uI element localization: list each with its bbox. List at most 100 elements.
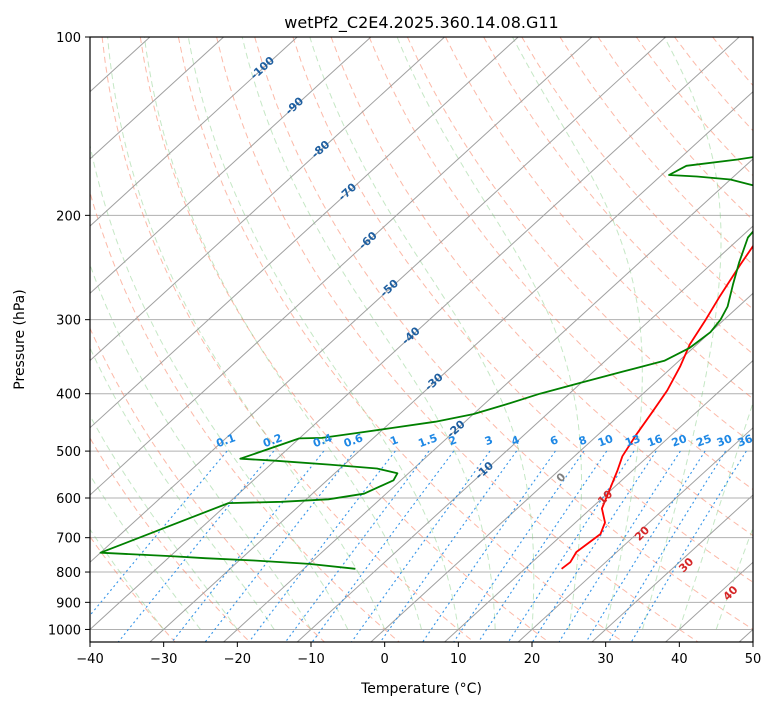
x-tick-label: −10 (297, 652, 324, 667)
mixing-ratio-line (558, 450, 681, 642)
isotherm-line (591, 494, 753, 642)
dry-adiabat (101, 37, 475, 642)
y-tick-label: 900 (56, 596, 81, 611)
mixing-ratio-label: 25 (694, 432, 713, 449)
reference-line-labels: -100-90-80-70-60-50-40-30-20-10 010203040… (214, 54, 753, 604)
mixing-ratio-label: 20 (670, 432, 689, 450)
dry-adiabat (90, 327, 325, 642)
dry-adiabat (139, 37, 549, 642)
mixing-ratio-label: 0.1 (214, 431, 237, 450)
isotherm-line (90, 37, 224, 160)
isotherm-line (370, 292, 753, 642)
mixing-ratio-label: 0.2 (261, 431, 284, 450)
mixing-ratio-line (171, 450, 325, 642)
mixing-ratio-label: 1.5 (416, 431, 439, 450)
y-tick-label: 800 (56, 566, 81, 581)
dry-adiabat (90, 436, 251, 642)
mixing-ratio-label: 8 (577, 433, 589, 448)
moist-adiabat (90, 263, 312, 630)
mixing-ratio-line (204, 450, 356, 642)
plot-frame (89, 36, 754, 643)
isotherm-line (296, 225, 753, 642)
mixing-ratio-label: 3 (483, 433, 495, 448)
isotherm-line (90, 37, 740, 631)
x-axis-label: Temperature (°C) (360, 681, 482, 697)
moist-adiabat (241, 37, 496, 630)
mixing-ratio-line (90, 450, 228, 617)
dry-adiabat (635, 37, 753, 177)
mixing-ratio-label: 0.6 (342, 431, 365, 450)
mixing-ratio-line (351, 450, 491, 642)
axes: −40 −30 −20 −10 0 10 20 30 40 5010020030040050060… (48, 31, 761, 667)
x-tick-label: 30 (597, 652, 614, 667)
mixing-ratio-line (630, 450, 747, 642)
mixing-ratio-line (248, 450, 396, 642)
moist-adiabat (90, 474, 201, 630)
mixing-ratio-line (507, 450, 635, 642)
y-tick-label: 500 (56, 445, 81, 460)
dry-adiabat (521, 37, 753, 310)
isotherm-line (90, 37, 519, 429)
moist-adiabat (90, 414, 238, 630)
moist-adiabat-label: 20 (632, 523, 652, 543)
dry-adiabat (674, 37, 753, 132)
isotherm-line (665, 561, 753, 642)
y-tick-label: 700 (56, 532, 81, 547)
dry-adiabat (712, 37, 753, 87)
dry-adiabat (597, 37, 753, 221)
mixing-ratio-line (117, 450, 275, 642)
dry-adiabat (559, 37, 753, 266)
chart-title: wetPf2_C2E4.2025.360.14.08.G11 (284, 13, 558, 33)
moist-adiabat (715, 526, 753, 630)
y-tick-label: 300 (56, 314, 81, 329)
mixing-ratio-line (453, 450, 585, 642)
y-tick-label: 600 (56, 492, 81, 507)
x-tick-label: 20 (524, 652, 541, 667)
mixing-ratio-label: 16 (646, 432, 665, 450)
isotherm-line (90, 37, 666, 563)
y-tick-label: 100 (56, 31, 81, 46)
moist-adiabat (678, 400, 753, 630)
moist-adiabat (143, 37, 422, 630)
mixing-ratio-line (379, 450, 518, 642)
y-tick-label: 400 (56, 388, 81, 403)
mixing-ratio-label: 4 (510, 433, 522, 448)
isotherm-line (517, 427, 753, 642)
mixing-ratio-label: 0.4 (311, 431, 334, 450)
moist-adiabat-label: 40 (721, 583, 741, 603)
moist-adiabat-label: 0 (554, 470, 569, 485)
mixing-ratio-line (608, 450, 727, 642)
isotherm-line (0, 37, 3, 642)
y-tick-label: 1000 (48, 623, 81, 638)
isotherm-label: -100 (248, 54, 277, 82)
mixing-ratio-line (478, 450, 608, 642)
isotherm-line (90, 37, 593, 496)
dry-adiabat (177, 37, 624, 642)
isotherm-line (90, 37, 372, 295)
x-tick-label: 10 (450, 652, 467, 667)
x-tick-label: 0 (381, 652, 389, 667)
isotherm-line (444, 359, 753, 642)
mixing-ratio-line (585, 450, 706, 642)
x-tick-label: −40 (76, 652, 103, 667)
mixing-ratio-label: 30 (715, 432, 734, 450)
dry-adiabat (254, 37, 753, 630)
mixing-ratio-label: 2 (447, 433, 459, 448)
moist-adiabat (90, 143, 349, 630)
mixing-ratio-label: 10 (596, 432, 615, 450)
moist-adiabat (90, 528, 165, 630)
dry-adiabat (445, 37, 753, 400)
moist-adiabat (90, 346, 275, 630)
temperature-profile-line (561, 244, 753, 570)
moist-adiabat (187, 37, 459, 630)
dry-adiabat (750, 37, 753, 41)
x-tick-label: −20 (224, 652, 251, 667)
isotherm-line (223, 158, 753, 642)
x-tick-label: −30 (150, 652, 177, 667)
mixing-ratio-line (311, 450, 455, 642)
mixing-ratio-line (532, 450, 657, 642)
dry-adiabat (406, 37, 753, 445)
y-axis-label: Pressure (hPa) (12, 289, 28, 389)
moist-adiabat-label: 10 (595, 487, 615, 507)
